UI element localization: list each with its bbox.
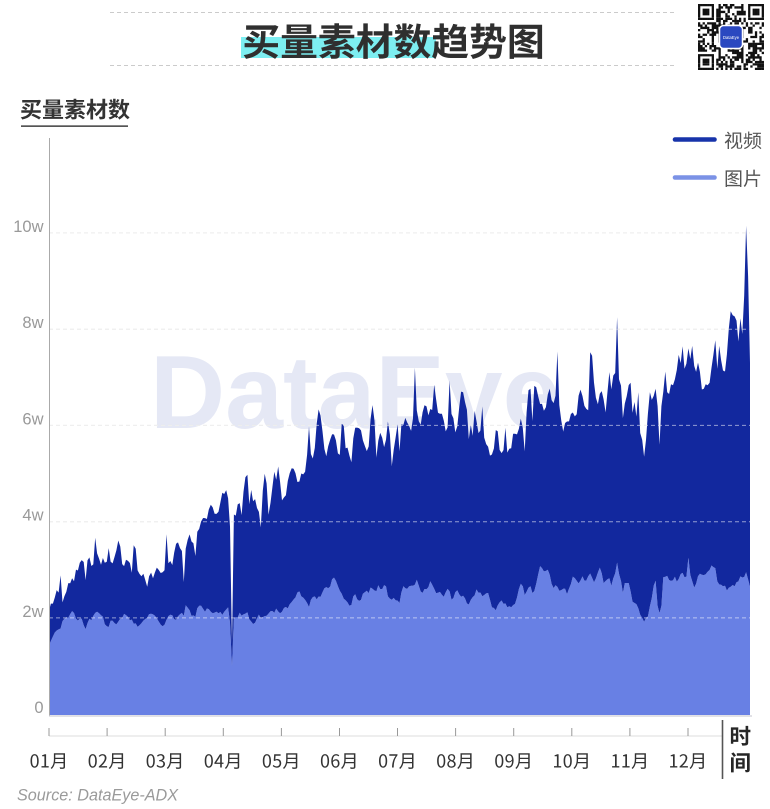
svg-text:0: 0 [34, 699, 43, 717]
svg-text:10w: 10w [13, 218, 43, 236]
svg-text:2w: 2w [22, 603, 43, 621]
svg-text:4w: 4w [22, 507, 43, 525]
svg-text:DataEye: DataEye [723, 35, 740, 40]
svg-text:8w: 8w [22, 314, 43, 332]
svg-text:6w: 6w [22, 410, 43, 428]
svg-text:Source: DataEye-ADX: Source: DataEye-ADX [17, 787, 179, 805]
